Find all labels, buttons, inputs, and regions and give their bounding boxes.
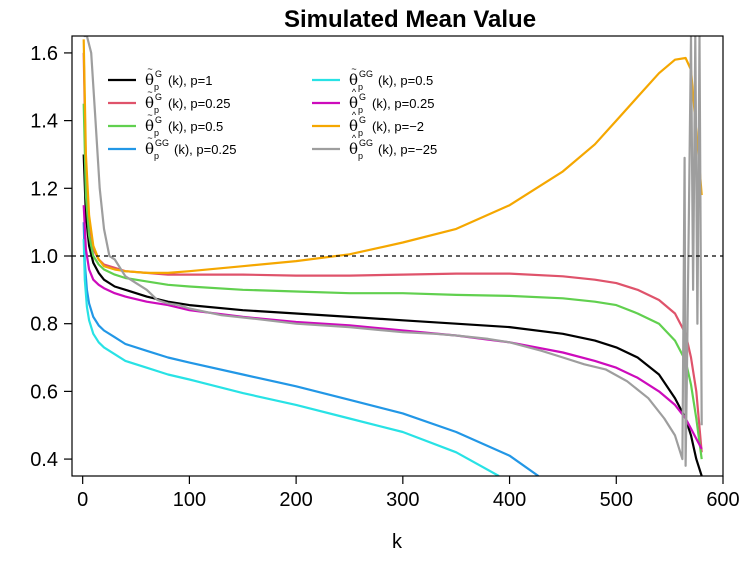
legend-accent: ^ (352, 133, 357, 143)
chart-title: Simulated Mean Value (284, 6, 536, 33)
x-axis: 0 100 200 300 400 500 600 (77, 476, 740, 511)
legend-superscript: GG (359, 69, 373, 79)
legend-superscript: G (359, 92, 366, 102)
legend-label: (k), p=−2 (372, 119, 424, 134)
legend-item-2: ~θ Gp (k), p=0.25 (108, 87, 231, 115)
series-line-3 (82, 103, 703, 460)
y-tick-label: 0.6 (30, 381, 58, 403)
legend-superscript: GG (359, 138, 373, 148)
legend-superscript: G (155, 92, 162, 102)
series-line-5 (82, 239, 500, 476)
legend-label: (k), p=−25 (378, 142, 437, 157)
y-axis: 0.4 0.6 0.8 1.0 1.2 1.4 1.6 (30, 43, 72, 471)
legend-accent: ~ (147, 64, 152, 74)
series-layer (82, 36, 703, 476)
y-tick-label: 1.6 (30, 43, 58, 65)
legend-superscript: G (155, 69, 162, 79)
y-tick-label: 0.4 (30, 449, 58, 471)
legend-accent: ~ (351, 64, 356, 74)
legend-subscript: p (154, 82, 159, 92)
legend-subscript: p (154, 128, 159, 138)
legend-symbol: θ (349, 140, 358, 158)
y-tick-label: 0.8 (30, 314, 58, 336)
legend-symbol: θ (145, 71, 154, 89)
legend-item-7: ^θ Gp (k), p=−2 (312, 110, 424, 138)
legend-superscript: G (359, 115, 366, 125)
y-tick-label: 1.4 (30, 111, 58, 133)
legend-accent: ^ (352, 87, 357, 97)
legend-symbol: θ (349, 71, 358, 89)
series-line-6 (82, 205, 703, 450)
legend-label: (k), p=0.25 (372, 96, 435, 111)
x-tick-label: 200 (279, 489, 312, 511)
series-line-8 (83, 36, 703, 467)
legend-accent: ~ (147, 110, 152, 120)
legend-label: (k), p=0.25 (174, 142, 237, 157)
legend-symbol: θ (145, 94, 154, 112)
legend-symbol: θ (349, 94, 358, 112)
series-line-4 (82, 222, 540, 476)
legend-accent: ~ (147, 87, 152, 97)
legend-item-5: ~θ GG p (k), p=0.5 (312, 64, 433, 92)
legend-superscript: GG (155, 138, 169, 148)
x-tick-label: 300 (386, 489, 419, 511)
legend-accent: ^ (352, 110, 357, 120)
legend-label: (k), p=0.5 (378, 73, 433, 88)
legend-superscript: G (155, 115, 162, 125)
series-line-1 (82, 154, 703, 476)
legend-label: (k), p=1 (168, 73, 212, 88)
legend-label: (k), p=0.5 (168, 119, 223, 134)
x-tick-label: 0 (77, 489, 88, 511)
x-tick-label: 400 (493, 489, 526, 511)
x-tick-label: 100 (173, 489, 206, 511)
series-line-2 (82, 52, 703, 453)
series-line-7 (82, 39, 703, 274)
legend: ~θ Gp (k), p=1~θ Gp (k), p=0.25~θ Gp (k), p=0.… (108, 64, 437, 161)
x-axis-label: k (392, 531, 403, 553)
legend-subscript: p (154, 105, 159, 115)
legend-symbol: θ (349, 117, 358, 135)
legend-subscript: p (358, 151, 363, 161)
legend-subscript: p (358, 128, 363, 138)
legend-accent: ~ (147, 133, 152, 143)
legend-subscript: p (358, 82, 363, 92)
y-tick-label: 1.0 (30, 246, 58, 268)
legend-symbol: θ (145, 117, 154, 135)
legend-item-3: ~θ Gp (k), p=0.5 (108, 110, 223, 138)
legend-symbol: θ (145, 140, 154, 158)
x-tick-label: 500 (600, 489, 633, 511)
legend-item-8: ^θ GG p (k), p=−25 (312, 133, 437, 161)
legend-subscript: p (358, 105, 363, 115)
y-tick-label: 1.2 (30, 178, 58, 200)
legend-item-6: ^θ Gp (k), p=0.25 (312, 87, 435, 115)
legend-item-1: ~θ Gp (k), p=1 (108, 64, 212, 92)
legend-label: (k), p=0.25 (168, 96, 231, 111)
legend-item-4: ~θ GG p (k), p=0.25 (108, 133, 237, 161)
legend-subscript: p (154, 151, 159, 161)
x-tick-label: 600 (706, 489, 739, 511)
